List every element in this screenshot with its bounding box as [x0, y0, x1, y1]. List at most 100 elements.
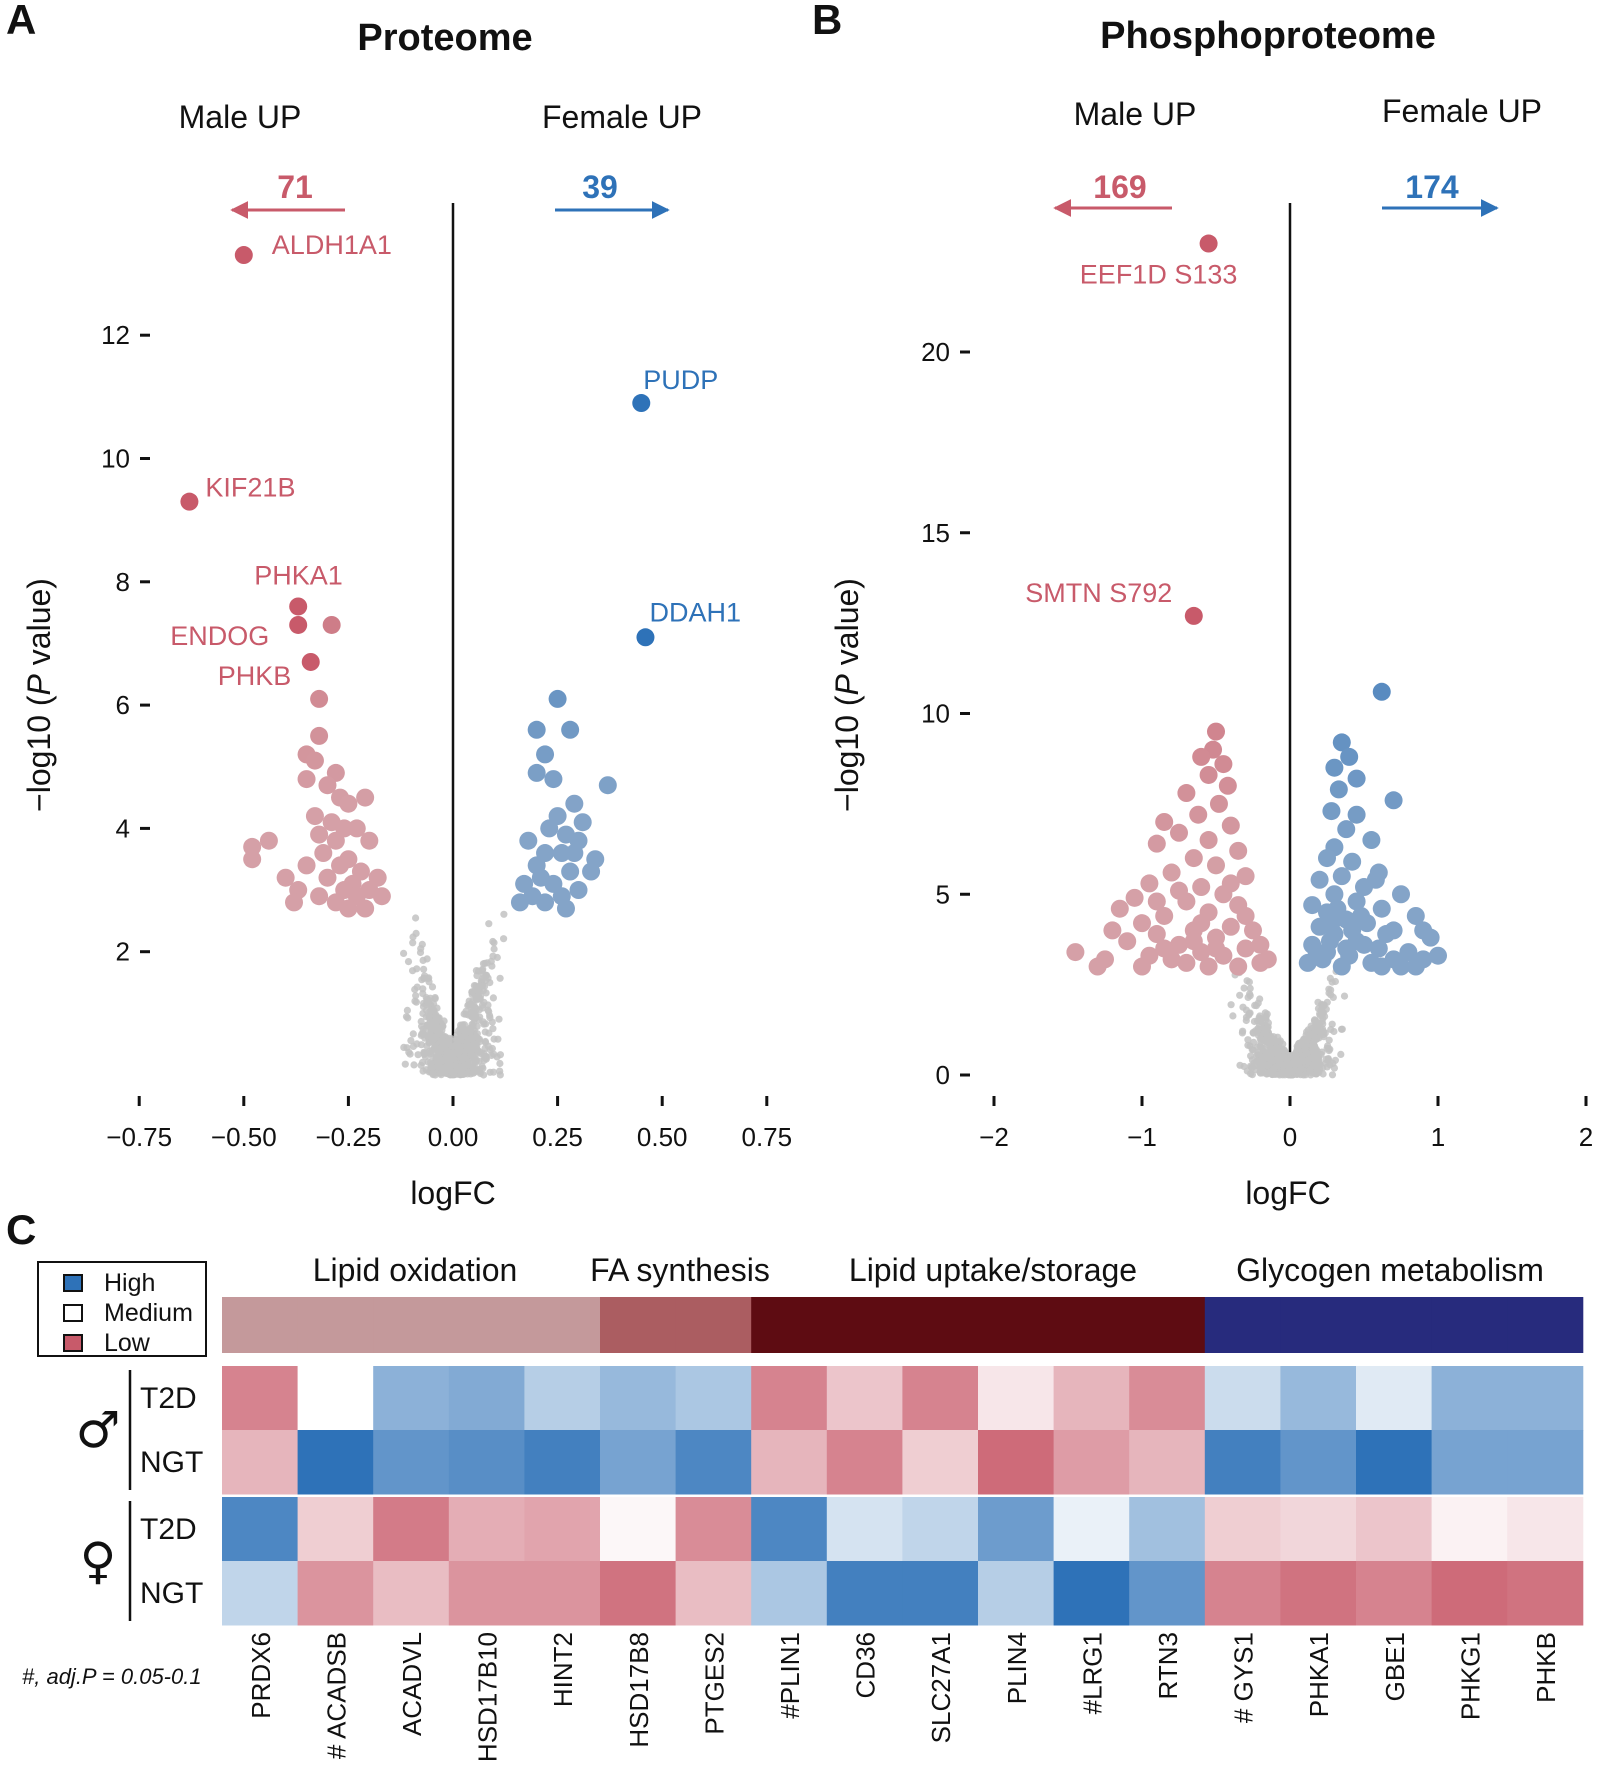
background-point: [1267, 1037, 1275, 1046]
male-up-point: [1221, 816, 1240, 835]
male-up-point: [1184, 849, 1203, 868]
heatmap-cell: [1280, 1561, 1357, 1626]
background-point: [1245, 978, 1253, 986]
background-point: [1323, 1044, 1331, 1052]
female-up-point: [1377, 925, 1396, 944]
background-point: [443, 1047, 451, 1055]
heatmap-cell: [373, 1561, 450, 1626]
background-point: [454, 1035, 462, 1043]
female-up-point: [1322, 914, 1341, 933]
background-point: [424, 998, 432, 1006]
background-point: [428, 1063, 436, 1072]
background-point: [474, 1067, 482, 1075]
heatmap-cell: [1129, 1561, 1206, 1626]
background-point: [418, 1022, 426, 1030]
background-point: [473, 1045, 481, 1054]
female-up-point: [1355, 935, 1373, 954]
heatmap-cell: [524, 1497, 601, 1562]
male-up-point: [360, 831, 379, 850]
male-up-point: [1147, 892, 1166, 911]
female-up-point: [540, 819, 559, 838]
category-bar-segment: [675, 1297, 752, 1353]
female-up-point: [1320, 932, 1339, 951]
background-point: [496, 974, 504, 982]
background-point: [1293, 1045, 1301, 1053]
male-up-point: [326, 831, 345, 850]
background-point: [500, 910, 508, 918]
column-label: #PLIN1: [775, 1632, 805, 1719]
female-up-point: [1392, 885, 1410, 904]
male-up-point: [305, 751, 324, 770]
background-point: [409, 939, 417, 947]
heatmap-cell: [1129, 1430, 1206, 1495]
gene-label: SMTN S792: [1025, 578, 1172, 608]
y-tick-label: 10: [921, 699, 950, 729]
background-point: [429, 1069, 437, 1078]
male-up-point: [1236, 906, 1255, 925]
background-point: [1325, 1036, 1333, 1044]
background-point: [496, 1059, 504, 1068]
female-up-point: [1406, 957, 1425, 976]
background-point: [1292, 1052, 1300, 1060]
male-up-point: [372, 887, 391, 906]
female-up-point: [1399, 943, 1418, 962]
y-tick-label: 2: [116, 937, 130, 967]
category-bar-segment: [1053, 1297, 1130, 1353]
panel-b: B Phosphoproteome Male UP Female UP 169 …: [812, 0, 1593, 1211]
male-up-point: [356, 899, 375, 918]
male-up-point: [1147, 834, 1166, 853]
category-bar-segment: [1280, 1297, 1357, 1353]
category-bar-segment: [1204, 1297, 1281, 1353]
background-point: [1260, 1068, 1268, 1076]
heatmap-cell: [448, 1497, 525, 1562]
background-point: [468, 1052, 476, 1060]
heatmap-cell: [1053, 1561, 1130, 1626]
female-up-point: [536, 745, 555, 764]
heatmap-cell: [978, 1366, 1055, 1431]
background-point: [406, 1050, 414, 1058]
background-point: [437, 1044, 445, 1052]
female-up-point: [1384, 791, 1403, 810]
y-tick-label: 5: [936, 879, 950, 909]
heatmap-cell: [978, 1561, 1055, 1626]
background-point: [1258, 1015, 1266, 1023]
female-up-point: [1340, 747, 1359, 766]
category-bar-segment: [978, 1297, 1055, 1353]
background-point: [1310, 1038, 1318, 1046]
female-up-point: [1369, 939, 1388, 958]
background-point: [428, 983, 437, 991]
male-up-point: [1192, 878, 1211, 897]
male-up-point: [322, 615, 341, 634]
heatmap-cell: [1280, 1366, 1357, 1431]
male-up-point: [1125, 888, 1144, 907]
column-label: # GYS1: [1229, 1632, 1259, 1723]
male-up-point: [276, 868, 295, 887]
background-point: [1240, 984, 1248, 992]
background-point: [1326, 974, 1334, 983]
background-point: [434, 1053, 443, 1061]
background-point: [463, 1039, 471, 1047]
gene-label: ENDOG: [170, 621, 269, 651]
background-point: [425, 1032, 433, 1040]
background-point: [1279, 1040, 1287, 1048]
female-up-point: [1322, 802, 1341, 821]
category-bar-segment: [902, 1297, 979, 1353]
x-tick-label: 2: [1579, 1122, 1593, 1152]
heatmap-cell: [826, 1497, 903, 1562]
y-tick-label: 15: [921, 518, 950, 548]
category-bar-segment: [1507, 1297, 1584, 1353]
background-point: [1330, 1027, 1338, 1036]
female-up-point: [1325, 758, 1344, 777]
background-point: [465, 1011, 473, 1019]
heatmap-cell: [600, 1497, 677, 1562]
background-point: [1227, 1001, 1235, 1009]
background-point: [1338, 1025, 1346, 1033]
male-up-point: [314, 844, 333, 863]
background-point: [1268, 1067, 1276, 1075]
background-point: [1263, 1010, 1271, 1018]
male-up-point: [1177, 953, 1196, 972]
column-label: ACADVL: [397, 1632, 427, 1736]
female-up-point: [565, 844, 584, 863]
male-up-point: [1147, 925, 1166, 944]
